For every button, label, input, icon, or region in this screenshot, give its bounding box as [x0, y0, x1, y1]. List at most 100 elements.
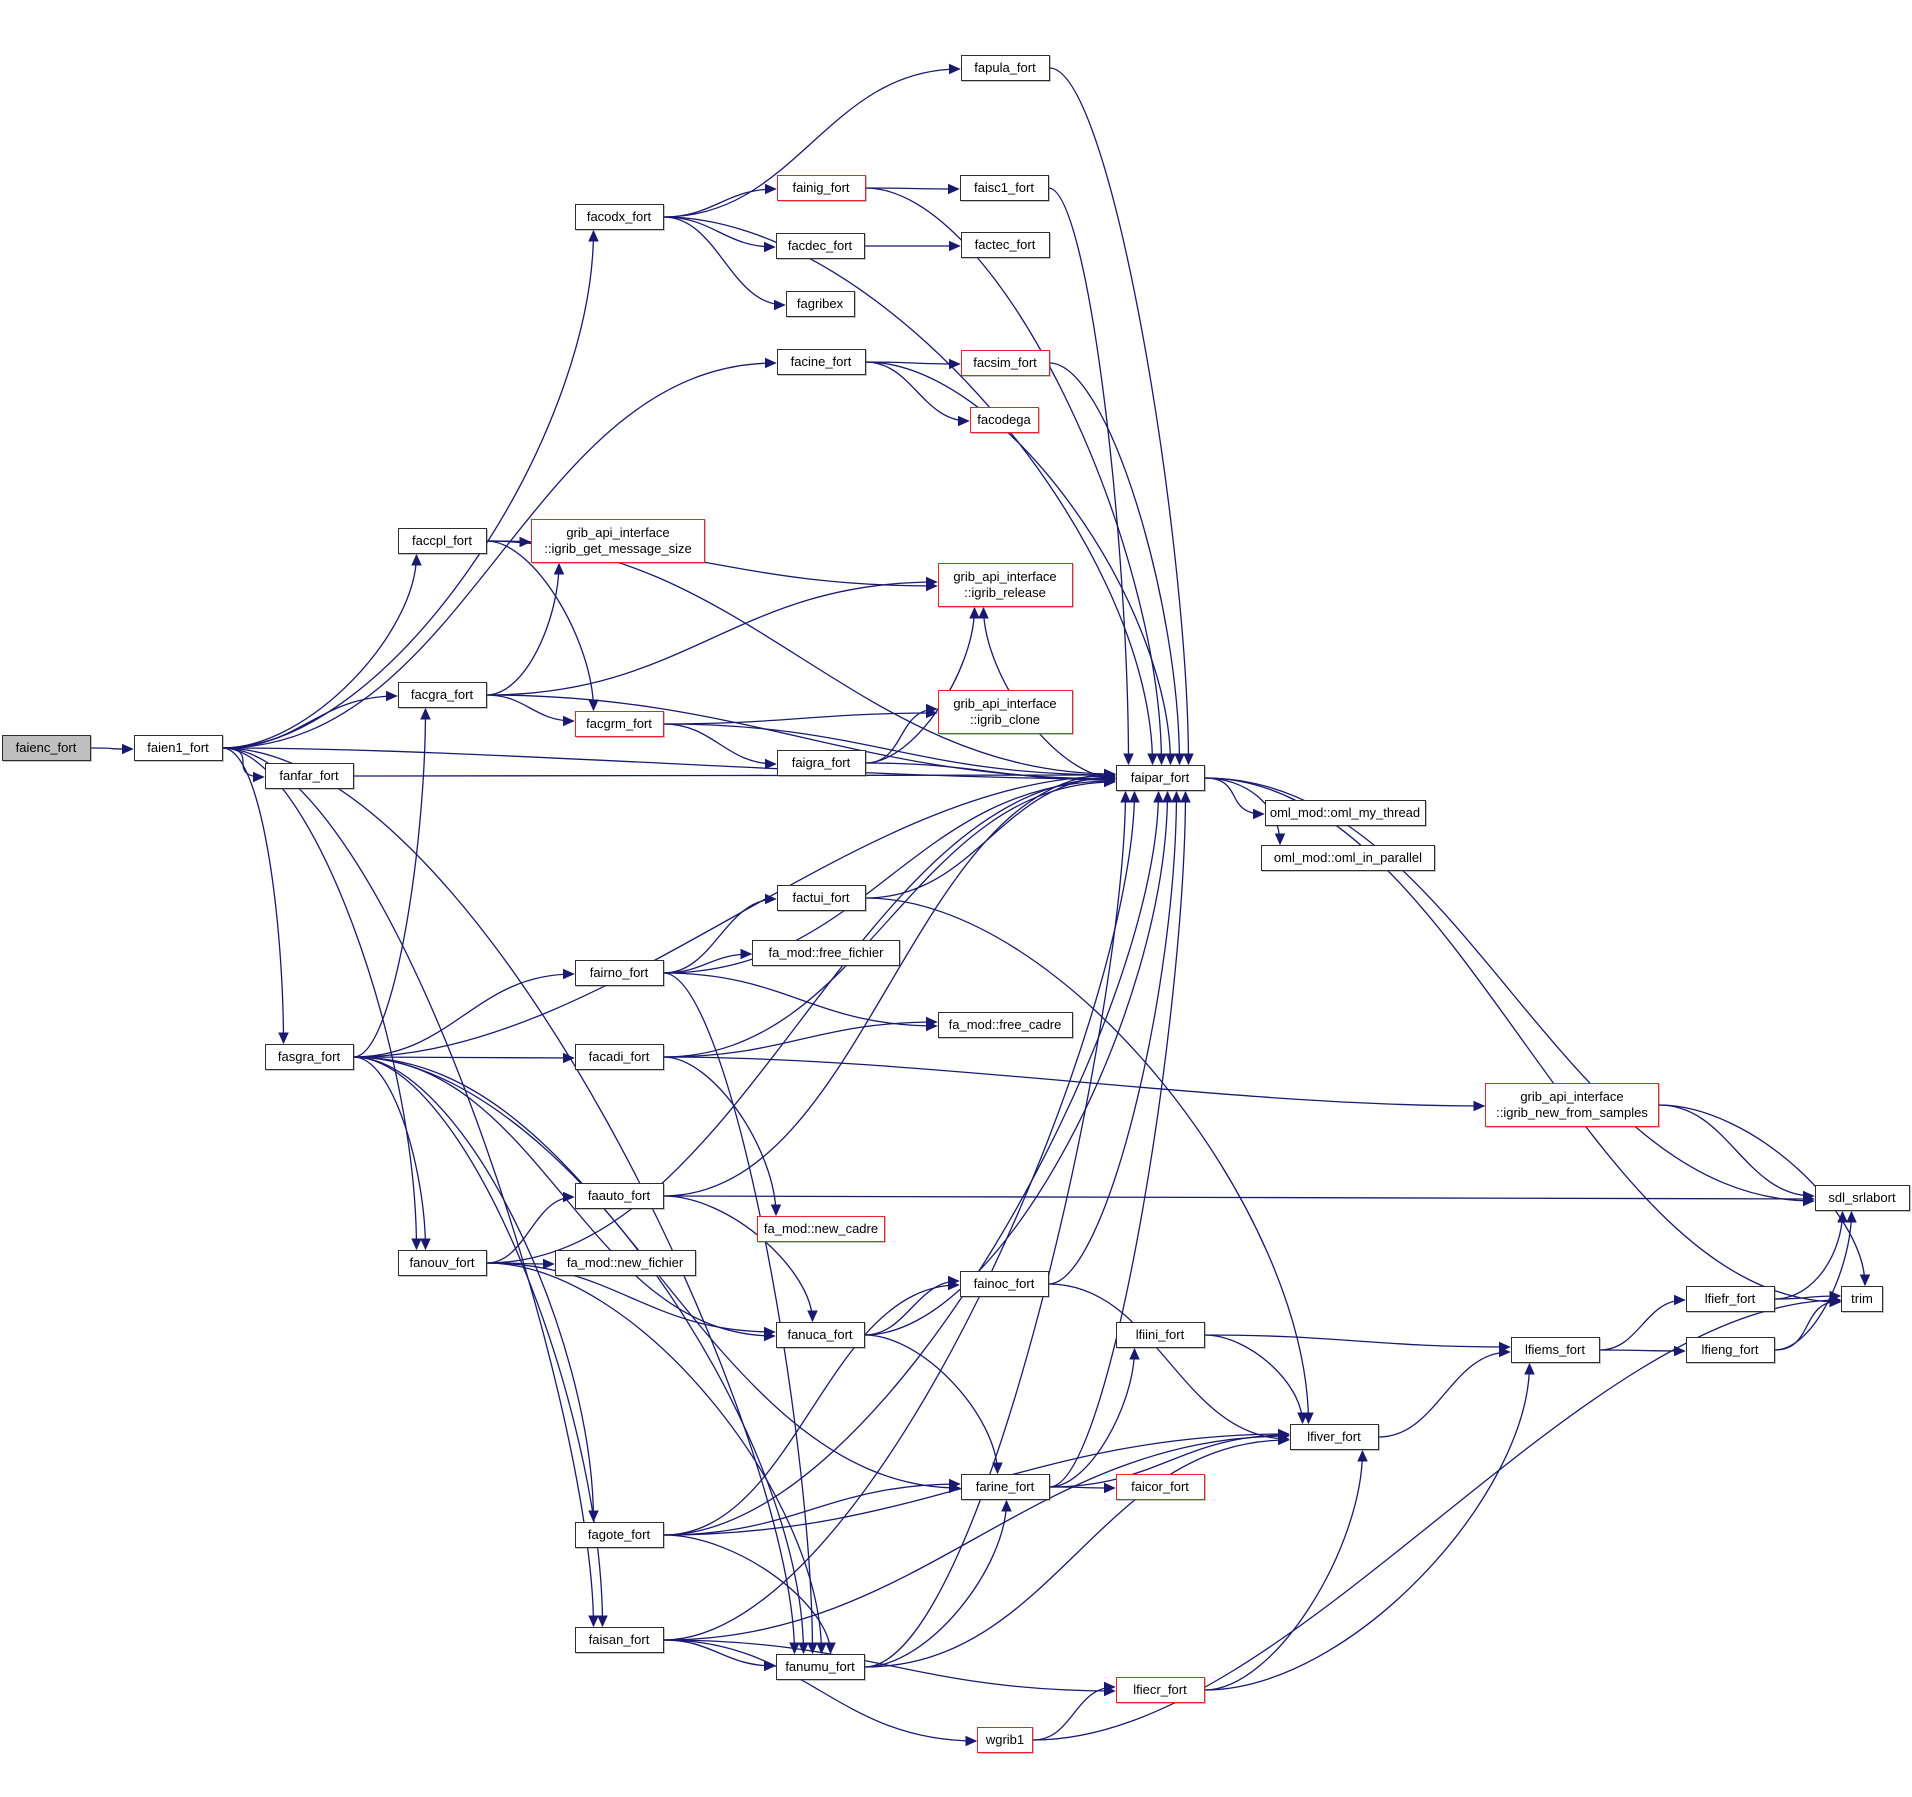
- graph-node-factec[interactable]: factec_fort: [960, 232, 1050, 258]
- graph-node-facodega[interactable]: facodega: [969, 407, 1039, 433]
- graph-node-free_cadre[interactable]: fa_mod::free_cadre: [937, 1012, 1073, 1038]
- edge-fairno-free_cadre: [663, 972, 938, 1032]
- graph-node-lfiecr[interactable]: lfiecr_fort: [1115, 1677, 1205, 1703]
- node-label: fagribex: [796, 296, 844, 311]
- node-label: faisc1_fort: [974, 180, 1034, 195]
- edge-fainoc-faipar: [1048, 790, 1182, 1285]
- edge-fasgra-facadi: [353, 1052, 575, 1064]
- node-label: factec_fort: [974, 237, 1036, 252]
- edge-faien1-faisan: [222, 747, 599, 1628]
- graph-node-sdl[interactable]: sdl_srlabort: [1814, 1185, 1910, 1211]
- graph-node-igrib_samples[interactable]: grib_api_interface::igrib_new_from_sampl…: [1485, 1083, 1659, 1127]
- node-label: facgra_fort: [410, 687, 474, 702]
- node-label: fainig_fort: [792, 180, 850, 195]
- node-label: facine_fort: [790, 354, 852, 369]
- graph-node-facdec[interactable]: facdec_fort: [775, 233, 865, 259]
- graph-node-farine[interactable]: farine_fort: [960, 1474, 1050, 1500]
- edge-facodx-facdec: [663, 216, 776, 253]
- graph-node-faicor[interactable]: faicor_fort: [1115, 1474, 1205, 1500]
- graph-node-oml_in_parallel[interactable]: oml_mod::oml_in_parallel: [1261, 845, 1435, 871]
- graph-node-new_cadre[interactable]: fa_mod::new_cadre: [757, 1216, 885, 1242]
- edge-facgrm-faipar: [663, 723, 1116, 781]
- graph-node-trim[interactable]: trim: [1841, 1286, 1883, 1312]
- graph-node-igrib_msgsize[interactable]: grib_api_interface::igrib_get_message_si…: [531, 519, 705, 563]
- graph-node-lfiefr[interactable]: lfiefr_fort: [1685, 1286, 1775, 1312]
- node-label: trim: [1851, 1291, 1873, 1306]
- graph-node-factui[interactable]: factui_fort: [776, 885, 866, 911]
- node-label: faicor_fort: [1131, 1479, 1189, 1494]
- edge-facsim-faipar: [1049, 362, 1185, 766]
- graph-node-lfieng[interactable]: lfieng_fort: [1685, 1337, 1775, 1363]
- edge-facgra-igrib_msgsize: [486, 562, 565, 696]
- node-label: fairno_fort: [589, 965, 649, 980]
- edge-lfiems-lfieng: [1599, 1345, 1686, 1357]
- edge-fapula-faipar: [1049, 67, 1194, 766]
- edge-faisan-faipar: [663, 790, 1140, 1641]
- graph-node-facsim[interactable]: facsim_fort: [960, 350, 1050, 376]
- edge-lfieng-trim: [1774, 1295, 1842, 1351]
- edge-fairno-factui: [663, 893, 777, 974]
- graph-node-faauto[interactable]: faauto_fort: [574, 1183, 664, 1209]
- graph-node-fanumu[interactable]: fanumu_fort: [775, 1654, 865, 1680]
- node-label: fa_mod::free_cadre: [948, 1017, 1062, 1032]
- node-label: faigra_fort: [791, 755, 851, 770]
- edge-fasgra-fairno: [353, 968, 575, 1058]
- graph-node-facine[interactable]: facine_fort: [776, 349, 866, 375]
- node-label: lfiver_fort: [1307, 1429, 1361, 1444]
- node-label: facadi_fort: [588, 1049, 650, 1064]
- edge-lfiini-lfiver: [1204, 1334, 1308, 1425]
- edge-facodx-faipar: [663, 216, 1158, 766]
- edge-lfiecr-lfiver: [1204, 1449, 1368, 1691]
- edge-faien1-fanouv: [222, 747, 422, 1251]
- graph-node-facgra[interactable]: facgra_fort: [397, 682, 487, 708]
- node-label: fanuca_fort: [787, 1327, 853, 1342]
- edge-facodx-fapula: [663, 63, 961, 218]
- edge-fasgra-fanumu: [353, 1056, 809, 1655]
- graph-node-faienc[interactable]: faienc_fort: [1, 735, 91, 761]
- edge-facadi-igrib_samples: [663, 1056, 1486, 1112]
- graph-node-lfiver[interactable]: lfiver_fort: [1289, 1424, 1379, 1450]
- graph-node-lfiems[interactable]: lfiems_fort: [1510, 1337, 1600, 1363]
- node-label: faienc_fort: [15, 740, 77, 755]
- graph-node-fanuca[interactable]: fanuca_fort: [775, 1322, 865, 1348]
- graph-node-oml_my_thread[interactable]: oml_mod::oml_my_thread: [1264, 800, 1426, 826]
- graph-node-facgrm[interactable]: facgrm_fort: [574, 711, 664, 737]
- graph-node-wgrib1[interactable]: wgrib1: [977, 1727, 1033, 1753]
- graph-node-free_fichier[interactable]: fa_mod::free_fichier: [752, 940, 900, 966]
- node-label: lfieng_fort: [1701, 1342, 1759, 1357]
- node-label: farine_fort: [975, 1479, 1035, 1494]
- node-label: fa_mod::new_cadre: [763, 1221, 879, 1236]
- graph-node-fairno[interactable]: fairno_fort: [574, 960, 664, 986]
- graph-node-igrib_clone[interactable]: grib_api_interface::igrib_clone: [937, 690, 1073, 734]
- graph-node-fapula[interactable]: fapula_fort: [960, 55, 1050, 81]
- edge-faisan-lfiecr: [663, 1639, 1116, 1697]
- graph-node-faisc1[interactable]: faisc1_fort: [959, 175, 1049, 201]
- edge-fairno-faipar: [663, 775, 1116, 974]
- graph-node-fainig[interactable]: fainig_fort: [776, 175, 866, 201]
- graph-node-faipar[interactable]: faipar_fort: [1115, 765, 1205, 791]
- graph-node-facodx[interactable]: facodx_fort: [574, 204, 664, 230]
- graph-node-faigra[interactable]: faigra_fort: [776, 750, 866, 776]
- graph-node-faisan[interactable]: faisan_fort: [574, 1627, 664, 1653]
- edge-facgrm-igrib_clone: [663, 707, 938, 725]
- graph-node-fainoc[interactable]: fainoc_fort: [959, 1271, 1049, 1297]
- graph-node-fanouv[interactable]: fanouv_fort: [397, 1250, 487, 1276]
- graph-node-igrib_release[interactable]: grib_api_interface::igrib_release: [937, 563, 1073, 607]
- graph-node-fasgra[interactable]: fasgra_fort: [264, 1044, 354, 1070]
- node-label: fa_mod::new_fichier: [566, 1255, 684, 1270]
- graph-node-faccpl[interactable]: faccpl_fort: [397, 528, 487, 554]
- node-label: facodega: [977, 412, 1031, 427]
- edge-faauto-sdl: [663, 1193, 1815, 1205]
- graph-node-lfiini[interactable]: lfiini_fort: [1115, 1322, 1205, 1348]
- graph-node-faien1[interactable]: faien1_fort: [133, 735, 223, 761]
- graph-node-new_fichier[interactable]: fa_mod::new_fichier: [554, 1250, 696, 1276]
- node-label: faisan_fort: [588, 1632, 650, 1647]
- graph-node-fagote[interactable]: fagote_fort: [574, 1522, 664, 1548]
- graph-node-fagribex[interactable]: fagribex: [785, 291, 855, 317]
- graph-node-fanfar[interactable]: fanfar_fort: [264, 763, 354, 789]
- edge-fainoc-lfiver: [1048, 1283, 1290, 1445]
- graph-node-facadi[interactable]: facadi_fort: [574, 1044, 664, 1070]
- edge-fanouv-fanumu: [486, 1262, 827, 1655]
